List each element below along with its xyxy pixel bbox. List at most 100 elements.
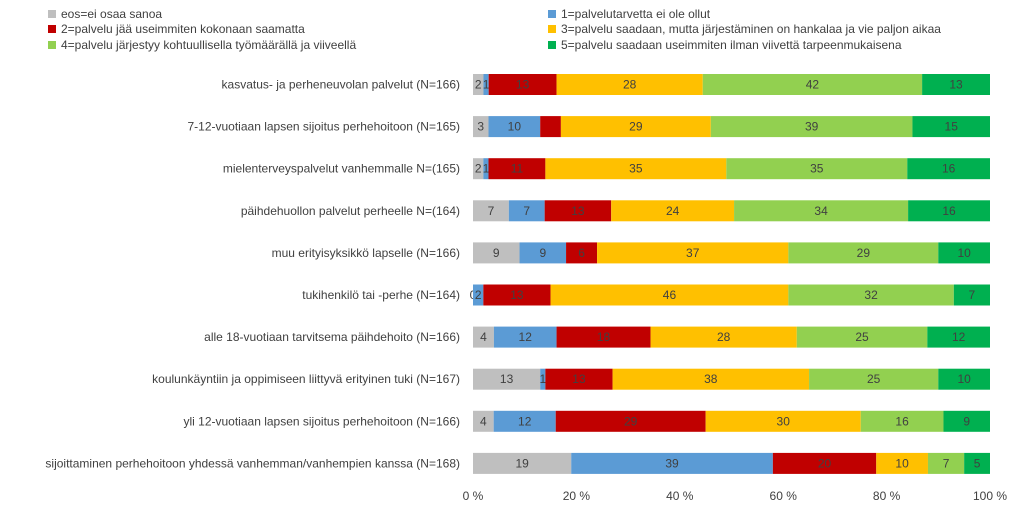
data-label: 29 bbox=[857, 246, 871, 260]
bar-segment-2-row-6 bbox=[483, 284, 551, 306]
data-label: 28 bbox=[623, 78, 637, 92]
bar-segment-5-row-5 bbox=[938, 242, 990, 264]
data-label: 2 bbox=[475, 78, 482, 92]
data-label: 12 bbox=[952, 330, 966, 344]
category-label: kasvatus- ja perheneuvolan palvelut (N=1… bbox=[222, 78, 460, 92]
bar-segment-5-row-1 bbox=[922, 74, 990, 95]
data-label: 12 bbox=[519, 330, 533, 344]
plot-area: kasvatus- ja perheneuvolan palvelut (N=1… bbox=[45, 74, 990, 474]
data-label: 7 bbox=[523, 204, 530, 218]
data-label: 16 bbox=[942, 162, 956, 176]
bar-segment-eos-row-7 bbox=[473, 326, 494, 348]
data-label: 1 bbox=[483, 162, 490, 176]
bar-segment-3-row-6 bbox=[550, 284, 789, 306]
category-label: tukihenkilö tai -perhe (N=164) bbox=[302, 288, 460, 302]
x-tick-label: 60 % bbox=[770, 489, 798, 503]
data-label: 38 bbox=[704, 372, 718, 386]
bar-segment-4-row-8 bbox=[809, 368, 939, 390]
bar-segment-1-row-10 bbox=[571, 452, 773, 474]
data-label: 11 bbox=[511, 162, 524, 176]
data-label: 2 bbox=[475, 162, 482, 176]
bar-segment-1-row-2 bbox=[488, 116, 541, 138]
data-label: 30 bbox=[777, 414, 791, 428]
bar-segment-2-row-1 bbox=[488, 74, 557, 95]
bar-segment-5-row-10 bbox=[964, 452, 990, 474]
data-label: 6 bbox=[578, 246, 585, 260]
data-label: 1 bbox=[539, 372, 546, 386]
data-label: 13 bbox=[500, 372, 514, 386]
bar-segment-eos-row-2 bbox=[473, 116, 489, 138]
data-label: 37 bbox=[686, 246, 700, 260]
bar-segment-eos-row-8 bbox=[473, 368, 541, 390]
bar-segment-5-row-6 bbox=[953, 284, 990, 306]
data-label: 7 bbox=[943, 456, 950, 470]
data-label: 29 bbox=[629, 120, 643, 134]
data-label: 16 bbox=[895, 414, 909, 428]
category-label: mielenterveyspalvelut vanhemmalle N=(165… bbox=[223, 162, 460, 176]
bar-segment-4-row-5 bbox=[788, 242, 939, 264]
bar-segment-5-row-7 bbox=[927, 326, 990, 348]
data-label: 2 bbox=[475, 288, 482, 302]
category-label: sijoittaminen perhehoitoon yhdessä vanhe… bbox=[45, 456, 460, 470]
x-tick-label: 80 % bbox=[873, 489, 901, 503]
bar-segment-2-row-8 bbox=[545, 368, 613, 390]
legend-label-6: 5=palvelu saadaan useimmiten ilman viive… bbox=[561, 38, 902, 52]
bar-segment-3-row-9 bbox=[705, 410, 861, 432]
data-label: 10 bbox=[957, 246, 971, 260]
data-label: 24 bbox=[666, 204, 680, 218]
x-tick-label: 40 % bbox=[666, 489, 694, 503]
category-label: koulunkäyntiin ja oppimiseen liittyvä er… bbox=[152, 372, 460, 386]
bar-segment-3-row-10 bbox=[876, 452, 928, 474]
legend-label-1: eos=ei osaa sanoa bbox=[61, 7, 162, 21]
data-label: 20 bbox=[818, 456, 832, 470]
legend-swatch-1 bbox=[48, 10, 56, 18]
data-label: 10 bbox=[957, 372, 971, 386]
x-tick-label: 20 % bbox=[563, 489, 591, 503]
bar-segment-1-row-7 bbox=[493, 326, 557, 348]
legend-swatch-4 bbox=[548, 25, 556, 33]
data-label: 5 bbox=[974, 456, 981, 470]
bar-segment-4-row-7 bbox=[796, 326, 928, 348]
bar-segment-5-row-8 bbox=[938, 368, 990, 390]
x-axis: 0 % 20 % 40 % 60 % 80 % 100 % bbox=[463, 489, 1008, 503]
category-label: 7-12-vuotiaan lapsen sijoitus perhehoito… bbox=[187, 120, 460, 134]
data-label: 9 bbox=[963, 414, 970, 428]
data-label: 35 bbox=[629, 162, 643, 176]
bar-segment-2-row-7 bbox=[556, 326, 651, 348]
data-label: 9 bbox=[493, 246, 500, 260]
bar-segment-2-row-5 bbox=[566, 242, 598, 264]
data-label: 7 bbox=[488, 204, 495, 218]
bar-segment-5-row-9 bbox=[943, 410, 990, 432]
legend: eos=ei osaa sanoa 1=palvelutarvetta ei ol… bbox=[48, 7, 941, 52]
legend-label-5: 4=palvelu järjestyy kohtuullisella työmä… bbox=[61, 38, 356, 52]
bar-segment-2-row-2 bbox=[540, 116, 561, 138]
bar-segment-5-row-3 bbox=[907, 158, 990, 180]
bar-segment-eos-row-10 bbox=[473, 452, 572, 474]
data-label: 29 bbox=[624, 414, 638, 428]
data-label: 3 bbox=[477, 120, 484, 134]
data-label: 13 bbox=[572, 372, 586, 386]
data-label: 25 bbox=[855, 330, 869, 344]
legend-label-3: 2=palvelu jää useimmiten kokonaan saamat… bbox=[61, 22, 305, 36]
bar-segment-3-row-1 bbox=[556, 74, 703, 95]
bar-segment-3-row-8 bbox=[612, 368, 810, 390]
data-label: 46 bbox=[663, 288, 677, 302]
bar-segment-1-row-3 bbox=[483, 158, 489, 180]
category-label: yli 12-vuotiaan lapsen sijoitus perhehoi… bbox=[183, 414, 460, 428]
data-label: 42 bbox=[806, 78, 820, 92]
bar-segment-3-row-2 bbox=[560, 116, 711, 138]
bar-segment-4-row-2 bbox=[710, 116, 913, 138]
bar-segment-2-row-10 bbox=[772, 452, 877, 474]
data-label: 16 bbox=[942, 204, 956, 218]
bar-segment-4-row-10 bbox=[927, 452, 965, 474]
data-label: 10 bbox=[895, 456, 909, 470]
bar-segment-eos-row-4 bbox=[473, 200, 509, 222]
legend-label-4: 3=palvelu saadaan, mutta järjestäminen o… bbox=[561, 22, 941, 36]
legend-swatch-5 bbox=[48, 41, 56, 49]
bar-segment-2-row-9 bbox=[555, 410, 706, 432]
bar-segment-4-row-1 bbox=[702, 74, 923, 95]
data-label: 39 bbox=[665, 456, 679, 470]
bar-segment-1-row-5 bbox=[519, 242, 567, 264]
bar-segment-3-row-3 bbox=[545, 158, 727, 180]
